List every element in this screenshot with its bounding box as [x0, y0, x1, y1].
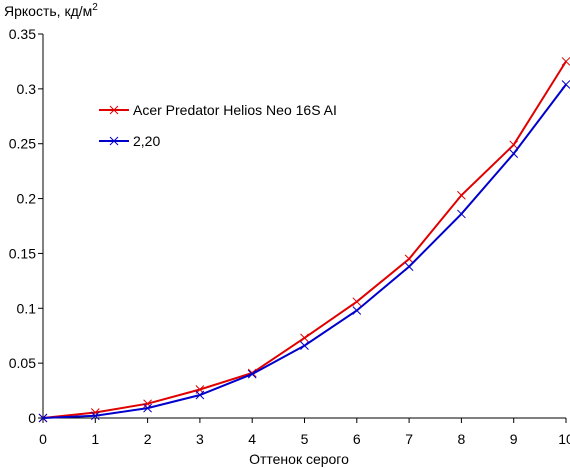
x-tick-label: 1 [91, 431, 99, 447]
y-tick-label: 0.05 [9, 355, 36, 371]
y-tick-label: 0.15 [9, 245, 36, 261]
series-2-point [561, 80, 570, 89]
x-axis-title: Оттенок серого [249, 451, 349, 467]
legend-label: Acer Predator Helios Neo 16S AI [133, 102, 337, 118]
legend: Acer Predator Helios Neo 16S AI 2,20 [99, 102, 337, 149]
legend-label: 2,20 [133, 133, 160, 149]
series-1-point [404, 254, 414, 264]
x-tick-label: 5 [301, 431, 309, 447]
y-axis-ticks: 0 0.05 0.1 0.15 0.2 0.25 0.3 0.35 [9, 26, 43, 426]
series-1-point [300, 333, 309, 343]
series-1-point [457, 190, 466, 200]
series-2 [38, 80, 570, 423]
legend-swatch-marker [109, 105, 119, 115]
y-axis-title: Яркость, кд/м2 [4, 2, 98, 19]
series-2-point [404, 262, 414, 271]
x-axis-ticks: 0 1 2 3 4 5 6 7 8 9 10 [39, 418, 570, 447]
x-tick-label: 3 [196, 431, 204, 447]
series-2-point [457, 209, 466, 219]
series-1-point [352, 297, 362, 307]
plot-series [38, 57, 570, 423]
series-2-point [352, 306, 362, 315]
legend-entry-1: Acer Predator Helios Neo 16S AI [99, 102, 337, 118]
x-tick-label: 4 [248, 431, 256, 447]
series-1-point [509, 140, 519, 150]
y-tick-label: 0.2 [17, 191, 37, 207]
series-2-point [90, 411, 100, 421]
x-tick-label: 8 [458, 431, 466, 447]
y-axis-title-superscript: 2 [92, 2, 98, 13]
y-tick-label: 0.3 [17, 81, 37, 97]
legend-swatch-marker [109, 136, 119, 146]
x-tick-label: 6 [353, 431, 361, 447]
series-2-point [143, 403, 152, 413]
axes [42, 34, 566, 419]
series-2-point [195, 390, 205, 400]
legend-entry-2: 2,20 [99, 133, 160, 149]
y-tick-label: 0.1 [17, 300, 37, 316]
series-2-point [300, 341, 309, 350]
series-2-line [42, 83, 567, 419]
y-tick-label: 0 [28, 410, 36, 426]
x-tick-label: 0 [39, 431, 47, 447]
x-tick-label: 9 [510, 431, 518, 447]
y-tick-label: 0.25 [9, 136, 36, 152]
series-2-point [38, 413, 48, 423]
series-1-point [561, 57, 570, 66]
x-tick-label: 7 [405, 431, 413, 447]
x-tick-label: 2 [144, 431, 152, 447]
x-tick-label: 10 [558, 431, 570, 447]
series-2-point [509, 149, 519, 158]
y-tick-label: 0.35 [9, 26, 36, 42]
series-2-point [247, 369, 257, 379]
